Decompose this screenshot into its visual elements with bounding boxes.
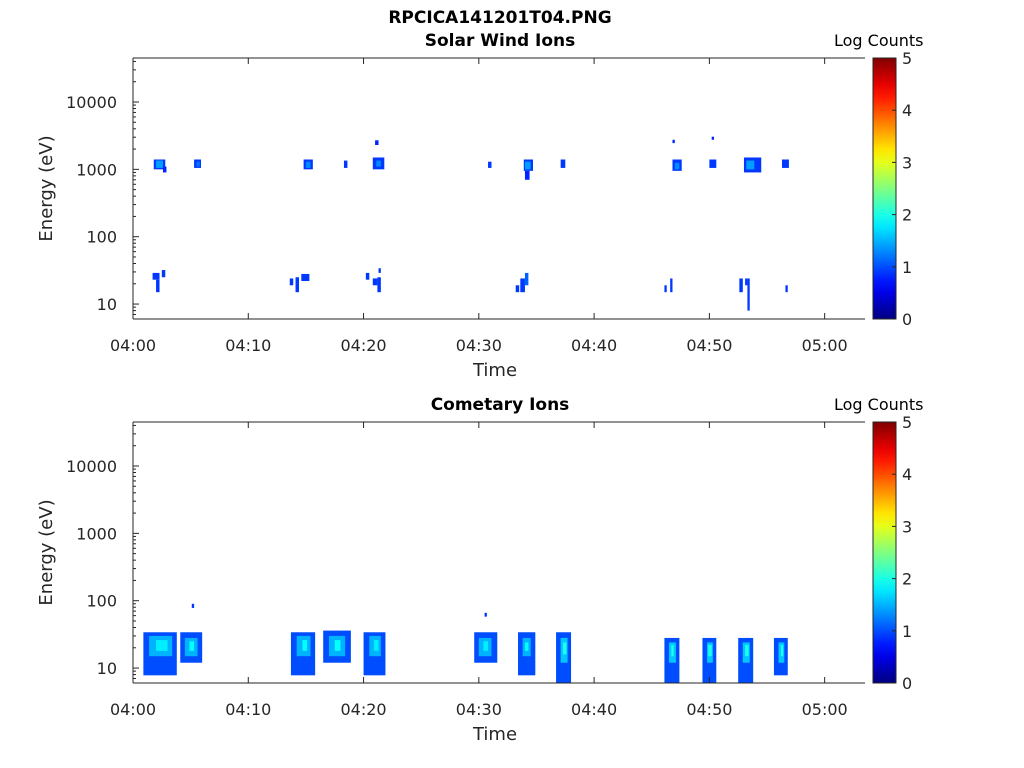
panel-1-colorbar-tick-label: 3 (902, 153, 912, 172)
panel-1-data-cell (746, 160, 755, 170)
panel-1-data-cell (747, 278, 750, 311)
panel-2-x-tick-label: 04:30 (456, 700, 502, 719)
panel-1-title: Solar Wind Ions (424, 31, 576, 51)
panel-1-data-cell (378, 268, 381, 273)
panel-2-colorbar-tick-label: 1 (902, 622, 912, 641)
panel-1-data-cell (672, 139, 675, 144)
panel-1-colorbar-tick-label: 0 (902, 310, 912, 329)
panel-2-data-cell (562, 642, 567, 655)
panel-1-data-cell (785, 285, 788, 293)
panel-1-colorbar-tick-label: 2 (902, 206, 912, 225)
panel-2-data-cell (745, 644, 749, 657)
panel-2-data-cell (780, 644, 784, 657)
panel-1-data-cell (488, 161, 492, 168)
panel-1-data-cell (711, 136, 714, 140)
panel-1-colorbar-label: Log Counts (834, 31, 924, 50)
panel-1-data-cell (152, 272, 160, 280)
panel-1-data-cell (156, 279, 160, 293)
panel-1-data-cell (343, 160, 348, 168)
panel-1-y-tick-label: 10 (97, 295, 117, 314)
panel-2-colorbar (872, 421, 897, 684)
panel-1-data-cell (372, 278, 378, 286)
panel-2-data-cell (483, 641, 489, 651)
panel-1-data-cell (377, 277, 381, 293)
panel-2-y-tick-label: 10000 (66, 457, 117, 476)
panel-1-colorbar-tick-label: 5 (902, 49, 912, 68)
panel-1-data-cell (365, 272, 370, 280)
panel-2-x-tick-label: 04:00 (110, 700, 156, 719)
panel-1-data-cell (782, 159, 789, 168)
panel-1-colorbar (872, 57, 897, 320)
panel-1-y-label: Energy (eV) (36, 135, 57, 241)
panel-2-x-label: Time (472, 724, 517, 745)
panel-1-y-tick-label: 10000 (66, 93, 117, 112)
panel-2-x-tick-label: 04:50 (686, 700, 732, 719)
panel-2-x-tick-label: 04:20 (340, 700, 386, 719)
panel-1-data-cell (301, 273, 310, 281)
panel-2-data-cell (524, 642, 529, 651)
panel-1-x-tick-label: 04:00 (110, 336, 156, 355)
panel-1-data-cell (674, 162, 680, 170)
panel-1-data-cell (524, 170, 530, 180)
panel-2-title: Cometary Ions (430, 395, 570, 415)
panel-2-data-cell (156, 640, 168, 651)
panel-2-data-cell (302, 640, 308, 651)
panel-2-data-cell (671, 644, 674, 657)
panel-1-x-tick-label: 05:00 (802, 336, 848, 355)
panel-2-colorbar-tick-label: 0 (902, 674, 912, 693)
panel-1-data-cell (376, 160, 381, 167)
panel-1-data-cell (664, 285, 667, 293)
panel-1-data-cell (520, 278, 525, 293)
panel-1-data-cell (560, 159, 566, 168)
panel-2-data-cell (373, 640, 379, 651)
panel-1-data-cell (196, 161, 200, 167)
panel-2-y-tick-label: 10 (97, 659, 117, 678)
panel-1-x-tick-label: 04:20 (340, 336, 386, 355)
panel-2-x-tick-label: 05:00 (802, 700, 848, 719)
panel-1-data-cell (162, 166, 167, 173)
panel-1-x-label: Time (472, 360, 517, 381)
panel-1-data-cell (156, 160, 163, 168)
panel-2-data-cell (189, 641, 195, 651)
panel-1-data-cell (375, 140, 379, 145)
panel-1-data-cell (739, 278, 743, 293)
panel-1-y-tick-label: 1000 (76, 160, 117, 179)
panel-1-colorbar-tick-label: 1 (902, 258, 912, 277)
panel-1-data-cell (515, 285, 520, 293)
panel-2-colorbar-label: Log Counts (834, 395, 924, 414)
panel-1-x-tick-label: 04:30 (456, 336, 502, 355)
panel-2-x-tick-label: 04:10 (225, 700, 271, 719)
panel-1-data-cell (161, 270, 166, 278)
panel-2-y-label: Energy (eV) (36, 499, 57, 605)
panel-2-x-tick-label: 04:40 (571, 700, 617, 719)
panel-1-x-tick-label: 04:10 (225, 336, 271, 355)
panel-1-data-cell (709, 159, 717, 168)
panel-2-colorbar-tick-label: 5 (902, 413, 912, 432)
panel-1-x-tick-label: 04:50 (686, 336, 732, 355)
panel-2-data-cell (191, 603, 195, 608)
panel-1-data-cell (305, 161, 311, 168)
panel-2-colorbar-tick-label: 4 (902, 465, 912, 484)
panel-2-y-tick-label: 100 (86, 592, 117, 611)
panel-1-data-cell (524, 272, 529, 286)
panel-1-colorbar-tick-label: 4 (902, 101, 912, 120)
panel-1-x-tick-label: 04:40 (571, 336, 617, 355)
panel-2-data-cell (484, 612, 487, 617)
panel-2-colorbar-tick-label: 3 (902, 517, 912, 536)
panel-1-data-cell (745, 278, 748, 286)
panel-2-data-cell (708, 644, 712, 657)
panel-2-data-cell (334, 640, 341, 651)
panel-1-data-cell (524, 161, 531, 170)
panel-2-colorbar-tick-label: 2 (902, 570, 912, 589)
panel-1-data-cell (295, 277, 299, 293)
panel-1-y-tick-label: 100 (86, 228, 117, 247)
panel-2-y-tick-label: 1000 (76, 524, 117, 543)
panel-1-data-cell (670, 278, 673, 293)
panel-1-data-cell (289, 278, 294, 286)
figure-title: RPCICA141201T04.PNG (388, 8, 612, 28)
